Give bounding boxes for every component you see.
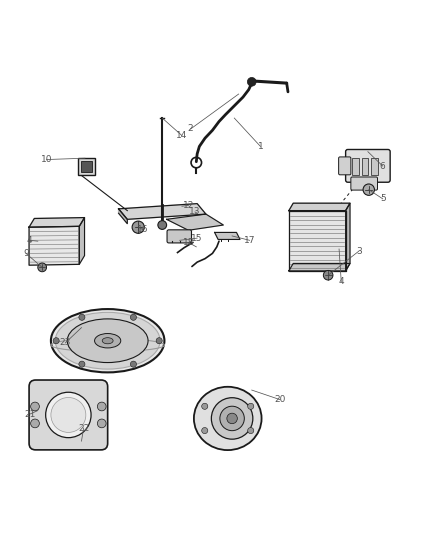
Bar bbox=[362, 158, 368, 175]
Polygon shape bbox=[119, 209, 127, 224]
Circle shape bbox=[323, 270, 333, 280]
Circle shape bbox=[97, 402, 106, 411]
Ellipse shape bbox=[51, 309, 164, 373]
Circle shape bbox=[156, 338, 162, 344]
Circle shape bbox=[131, 314, 137, 320]
Polygon shape bbox=[29, 217, 85, 227]
Circle shape bbox=[31, 419, 39, 428]
Ellipse shape bbox=[212, 398, 253, 439]
FancyBboxPatch shape bbox=[167, 230, 191, 243]
Text: 14: 14 bbox=[176, 131, 187, 140]
Text: 5: 5 bbox=[380, 195, 385, 203]
FancyBboxPatch shape bbox=[339, 157, 351, 175]
Circle shape bbox=[201, 403, 208, 409]
Circle shape bbox=[132, 221, 145, 233]
Circle shape bbox=[97, 419, 106, 428]
Circle shape bbox=[53, 338, 59, 344]
Text: 17: 17 bbox=[244, 236, 255, 245]
Text: 12: 12 bbox=[183, 201, 194, 210]
Polygon shape bbox=[215, 232, 240, 239]
Circle shape bbox=[79, 361, 85, 367]
Circle shape bbox=[363, 184, 374, 195]
Circle shape bbox=[247, 403, 254, 409]
Text: 23: 23 bbox=[60, 338, 71, 348]
Circle shape bbox=[79, 314, 85, 320]
Circle shape bbox=[158, 221, 166, 229]
Circle shape bbox=[131, 361, 137, 367]
Ellipse shape bbox=[194, 387, 261, 450]
Circle shape bbox=[46, 392, 91, 438]
Bar bbox=[81, 161, 92, 172]
Text: 16: 16 bbox=[137, 225, 148, 234]
Polygon shape bbox=[166, 214, 223, 230]
Text: 2: 2 bbox=[188, 125, 194, 133]
Polygon shape bbox=[119, 204, 206, 220]
Polygon shape bbox=[289, 263, 350, 271]
Polygon shape bbox=[289, 203, 350, 211]
Text: 9: 9 bbox=[23, 249, 29, 258]
Circle shape bbox=[227, 413, 237, 424]
Text: 15: 15 bbox=[191, 233, 203, 243]
Polygon shape bbox=[79, 217, 85, 264]
Ellipse shape bbox=[55, 312, 160, 369]
Circle shape bbox=[201, 427, 208, 434]
Text: 18: 18 bbox=[183, 238, 194, 247]
Polygon shape bbox=[289, 211, 346, 271]
Bar bbox=[78, 158, 95, 175]
Text: 6: 6 bbox=[380, 161, 385, 171]
Polygon shape bbox=[346, 203, 350, 271]
Text: 21: 21 bbox=[24, 409, 35, 418]
Bar bbox=[371, 158, 378, 175]
Ellipse shape bbox=[95, 334, 121, 348]
Bar bbox=[352, 158, 359, 175]
Ellipse shape bbox=[67, 319, 148, 362]
Circle shape bbox=[51, 398, 86, 432]
Text: 22: 22 bbox=[78, 424, 89, 433]
Circle shape bbox=[220, 406, 244, 431]
Text: 20: 20 bbox=[275, 395, 286, 404]
Text: 4: 4 bbox=[26, 236, 32, 245]
Circle shape bbox=[247, 77, 256, 86]
Polygon shape bbox=[29, 227, 79, 265]
Text: 1: 1 bbox=[258, 142, 263, 151]
Ellipse shape bbox=[102, 338, 113, 344]
FancyBboxPatch shape bbox=[346, 149, 390, 182]
Circle shape bbox=[247, 427, 254, 434]
Text: 3: 3 bbox=[356, 247, 362, 256]
FancyBboxPatch shape bbox=[351, 177, 378, 190]
FancyBboxPatch shape bbox=[29, 380, 108, 450]
Circle shape bbox=[31, 402, 39, 411]
Circle shape bbox=[38, 263, 46, 272]
Text: 13: 13 bbox=[189, 207, 201, 216]
Text: 10: 10 bbox=[41, 155, 52, 164]
Text: 4: 4 bbox=[339, 277, 344, 286]
